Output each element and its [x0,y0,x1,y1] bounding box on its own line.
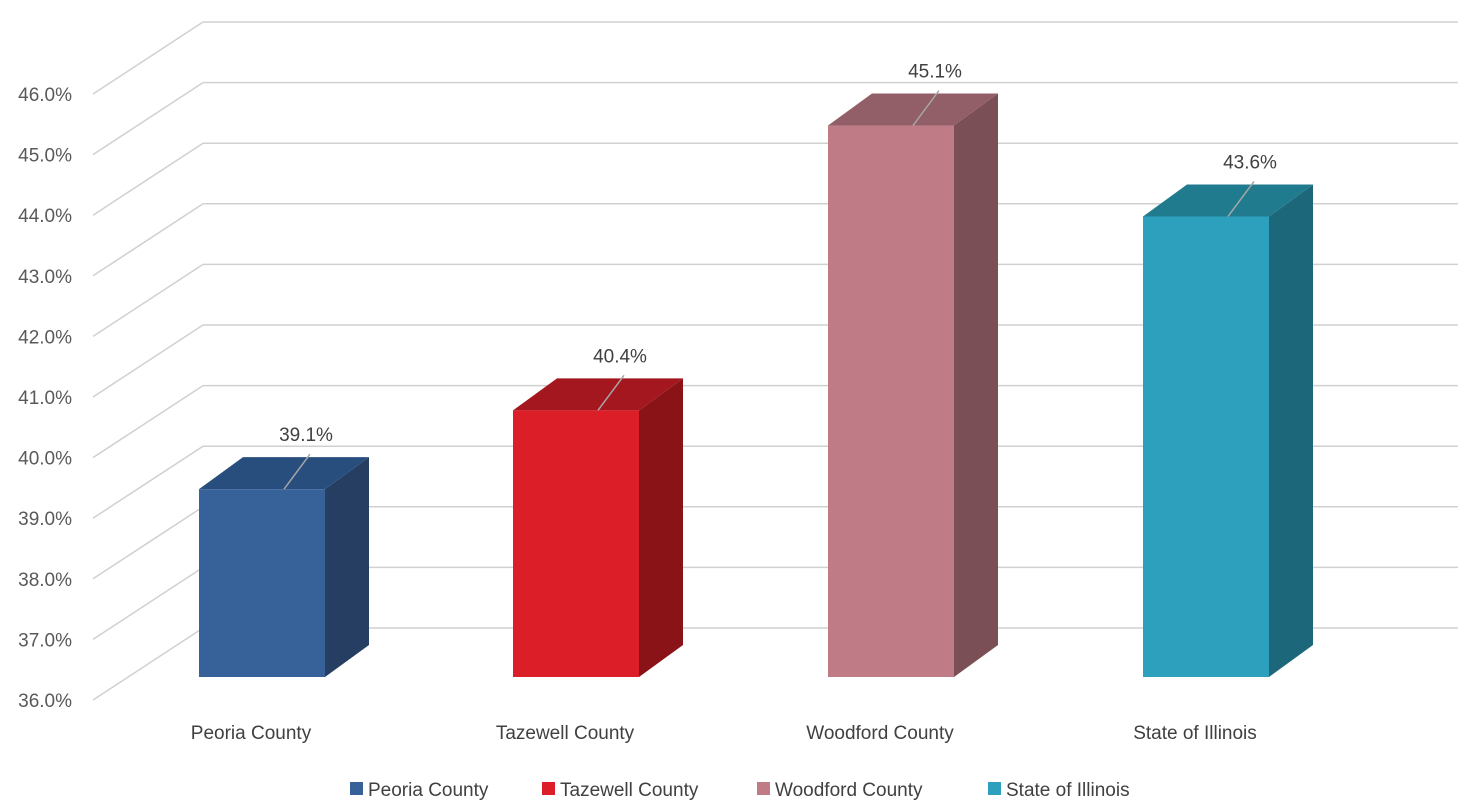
leader-line [1227,180,1255,217]
legend: Peoria County Tazewell County Woodford Cou… [350,780,1130,801]
data-label: 40.4% [593,346,647,367]
gridline-diagonal [92,81,204,156]
x-tick-label: Tazewell County [496,723,635,744]
legend-item: State of Illinois [988,780,1130,801]
bar-side [1269,184,1313,677]
leader-line [283,453,311,490]
legend-swatch [350,782,363,795]
bar-front [513,410,639,677]
bar-side [954,93,998,678]
gridline-diagonal [92,627,204,701]
gridline-diagonal [92,566,204,641]
y-tick-label: 38.0% [18,570,72,591]
gridline-diagonal [92,384,204,459]
legend-item: Woodford County [757,780,923,801]
bar-peoria-county [199,457,369,677]
y-tick-label: 37.0% [18,630,72,651]
bar-tazewell-county [513,378,683,677]
legend-label: Woodford County [775,780,923,801]
legend-swatch [757,782,770,795]
bar-top [828,93,998,126]
y-tick-label: 43.0% [18,267,72,288]
y-tick-label: 42.0% [18,327,72,348]
x-tick-label: Peoria County [191,723,312,744]
legend-label: State of Illinois [1006,780,1130,801]
legend-swatch [988,782,1001,795]
bar-front [828,125,954,678]
bar-top [199,457,369,490]
gridline-diagonal [92,21,204,95]
bar-state-of-illinois [1143,184,1313,677]
y-axis-ticks: 36.0% 37.0% 38.0% 39.0% 40.0% 41.0% 42.0% 43.0%… [18,85,72,712]
bar-top [1143,184,1313,217]
x-axis-categories: Peoria County Tazewell County Woodford Cou… [191,723,1257,744]
y-tick-label: 39.0% [18,509,72,530]
y-tick-label: 45.0% [18,146,72,167]
y-tick-label: 40.0% [18,449,72,470]
gridline-diagonal [92,142,204,216]
data-label: 45.1% [908,62,962,83]
bar-top [513,378,683,411]
legend-label: Tazewell County [560,780,699,801]
leader-line [912,90,940,126]
data-labels: 39.1% 40.4% 45.1% 43.6% [279,62,1277,490]
legend-label: Peoria County [368,780,489,801]
data-label: 39.1% [279,425,333,446]
bars [199,93,1313,678]
y-tick-label: 46.0% [18,85,72,106]
gridline-diagonal [92,324,204,398]
y-tick-label: 44.0% [18,206,72,227]
legend-item: Peoria County [350,780,489,801]
gridline-diagonal [92,263,204,338]
legend-item: Tazewell County [542,780,699,801]
x-tick-label: Woodford County [806,723,954,744]
leader-line [597,374,625,411]
data-label: 43.6% [1223,152,1277,173]
bar-side [325,457,369,677]
gridline-diagonal [92,203,204,277]
bar-front [199,489,325,677]
bar-woodford-county [828,93,998,678]
x-tick-label: State of Illinois [1133,723,1257,744]
legend-swatch [542,782,555,795]
gridline-diagonal [92,506,204,580]
y-tick-label: 36.0% [18,691,72,712]
y-tick-label: 41.0% [18,388,72,409]
bar-front [1143,216,1269,677]
gridline-diagonal [92,445,204,519]
bar-side [639,378,683,677]
